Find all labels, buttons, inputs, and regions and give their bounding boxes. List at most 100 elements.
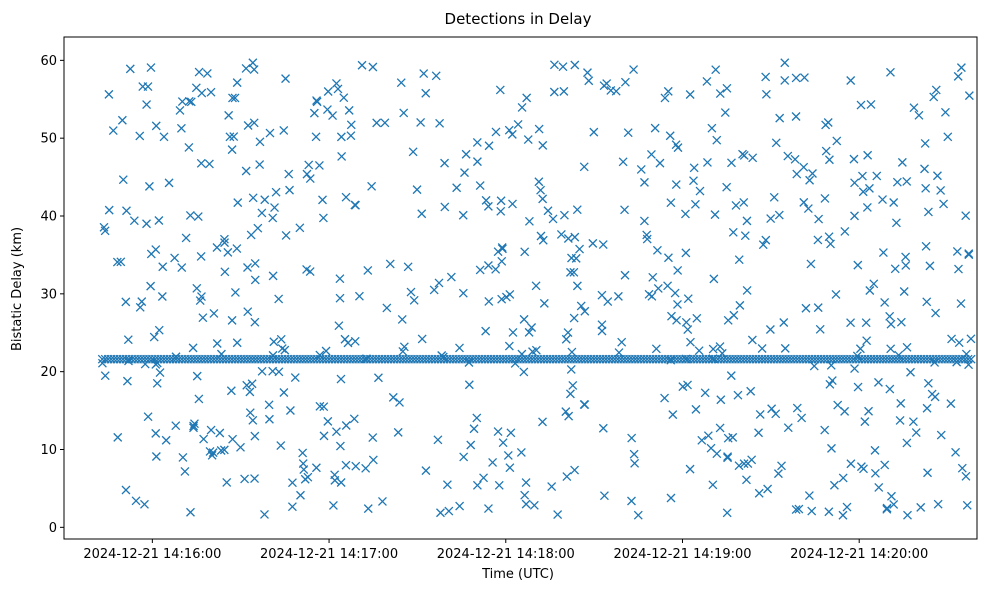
data-point (780, 58, 790, 68)
data-point (589, 127, 599, 137)
data-point (321, 346, 331, 356)
data-point (890, 264, 900, 274)
data-point (722, 83, 732, 93)
data-point (567, 347, 577, 357)
data-point (248, 193, 258, 203)
data-point (746, 386, 756, 396)
data-point (794, 504, 804, 514)
data-point (230, 93, 240, 103)
data-point (232, 78, 242, 88)
data-point (568, 380, 578, 390)
data-point (351, 200, 360, 210)
data-point (729, 310, 739, 320)
data-point (328, 501, 338, 510)
data-point (824, 232, 834, 242)
data-point (681, 248, 691, 258)
data-point (956, 63, 966, 73)
data-point (715, 423, 725, 433)
data-point (469, 424, 479, 434)
data-point (920, 164, 929, 174)
data-point (872, 171, 882, 181)
data-point (901, 252, 911, 262)
data-point (650, 123, 660, 133)
data-point (683, 294, 693, 304)
data-point (279, 388, 289, 397)
data-point (878, 248, 888, 258)
data-point (566, 364, 576, 374)
data-point (475, 265, 485, 275)
data-point (368, 62, 378, 72)
data-point (748, 153, 758, 163)
data-point (531, 281, 541, 291)
data-point (846, 459, 856, 469)
data-point (265, 128, 275, 138)
data-point (807, 506, 817, 516)
data-point (964, 91, 974, 101)
data-point (826, 360, 836, 370)
data-point (806, 259, 816, 269)
x-tick-label: 2024-12-21 14:18:00 (437, 547, 575, 562)
data-point (161, 435, 171, 445)
data-point (549, 87, 559, 97)
data-point (569, 313, 579, 323)
data-point (250, 317, 260, 327)
data-point (629, 449, 639, 459)
data-point (170, 253, 180, 263)
data-point (655, 158, 665, 168)
data-point (920, 139, 930, 148)
data-point (276, 441, 286, 450)
data-point (523, 135, 533, 144)
data-point (336, 478, 346, 487)
data-point (630, 458, 640, 468)
data-point (783, 151, 793, 161)
data-point (653, 283, 663, 293)
data-point (335, 441, 345, 451)
data-point (739, 150, 749, 160)
data-point (805, 175, 815, 185)
data-point (311, 463, 321, 473)
data-point (250, 431, 260, 441)
data-point (838, 510, 848, 520)
data-point (695, 186, 705, 196)
data-point (964, 360, 974, 370)
data-point (117, 115, 127, 125)
data-point (576, 301, 586, 311)
data-point (361, 354, 371, 364)
data-point (507, 129, 517, 139)
data-point (620, 77, 630, 87)
data-point (708, 354, 718, 364)
data-point (712, 135, 722, 145)
data-point (570, 60, 580, 70)
data-point (599, 491, 609, 501)
data-point (923, 207, 933, 217)
data-point (716, 395, 726, 405)
data-point (240, 474, 250, 484)
data-point (832, 136, 842, 146)
data-point (199, 434, 209, 444)
data-point (717, 348, 727, 358)
data-point (363, 504, 373, 514)
data-point (873, 377, 883, 387)
data-point (151, 428, 161, 438)
data-point (250, 258, 260, 268)
data-point (189, 423, 198, 433)
data-point (504, 341, 514, 351)
data-point (742, 216, 752, 226)
data-point (727, 158, 736, 168)
data-point (856, 100, 866, 110)
data-point (956, 299, 966, 309)
data-point (564, 411, 574, 421)
data-point (842, 502, 852, 512)
data-point (846, 318, 856, 328)
data-point (885, 311, 895, 321)
data-point (553, 510, 563, 520)
data-point (220, 238, 230, 248)
data-point (767, 404, 777, 414)
data-point (962, 500, 972, 510)
data-point (803, 204, 813, 214)
data-point (579, 162, 589, 172)
data-point (318, 213, 328, 223)
data-point (112, 257, 122, 267)
x-tick-label: 2024-12-21 14:19:00 (613, 547, 751, 562)
data-point (472, 413, 482, 423)
